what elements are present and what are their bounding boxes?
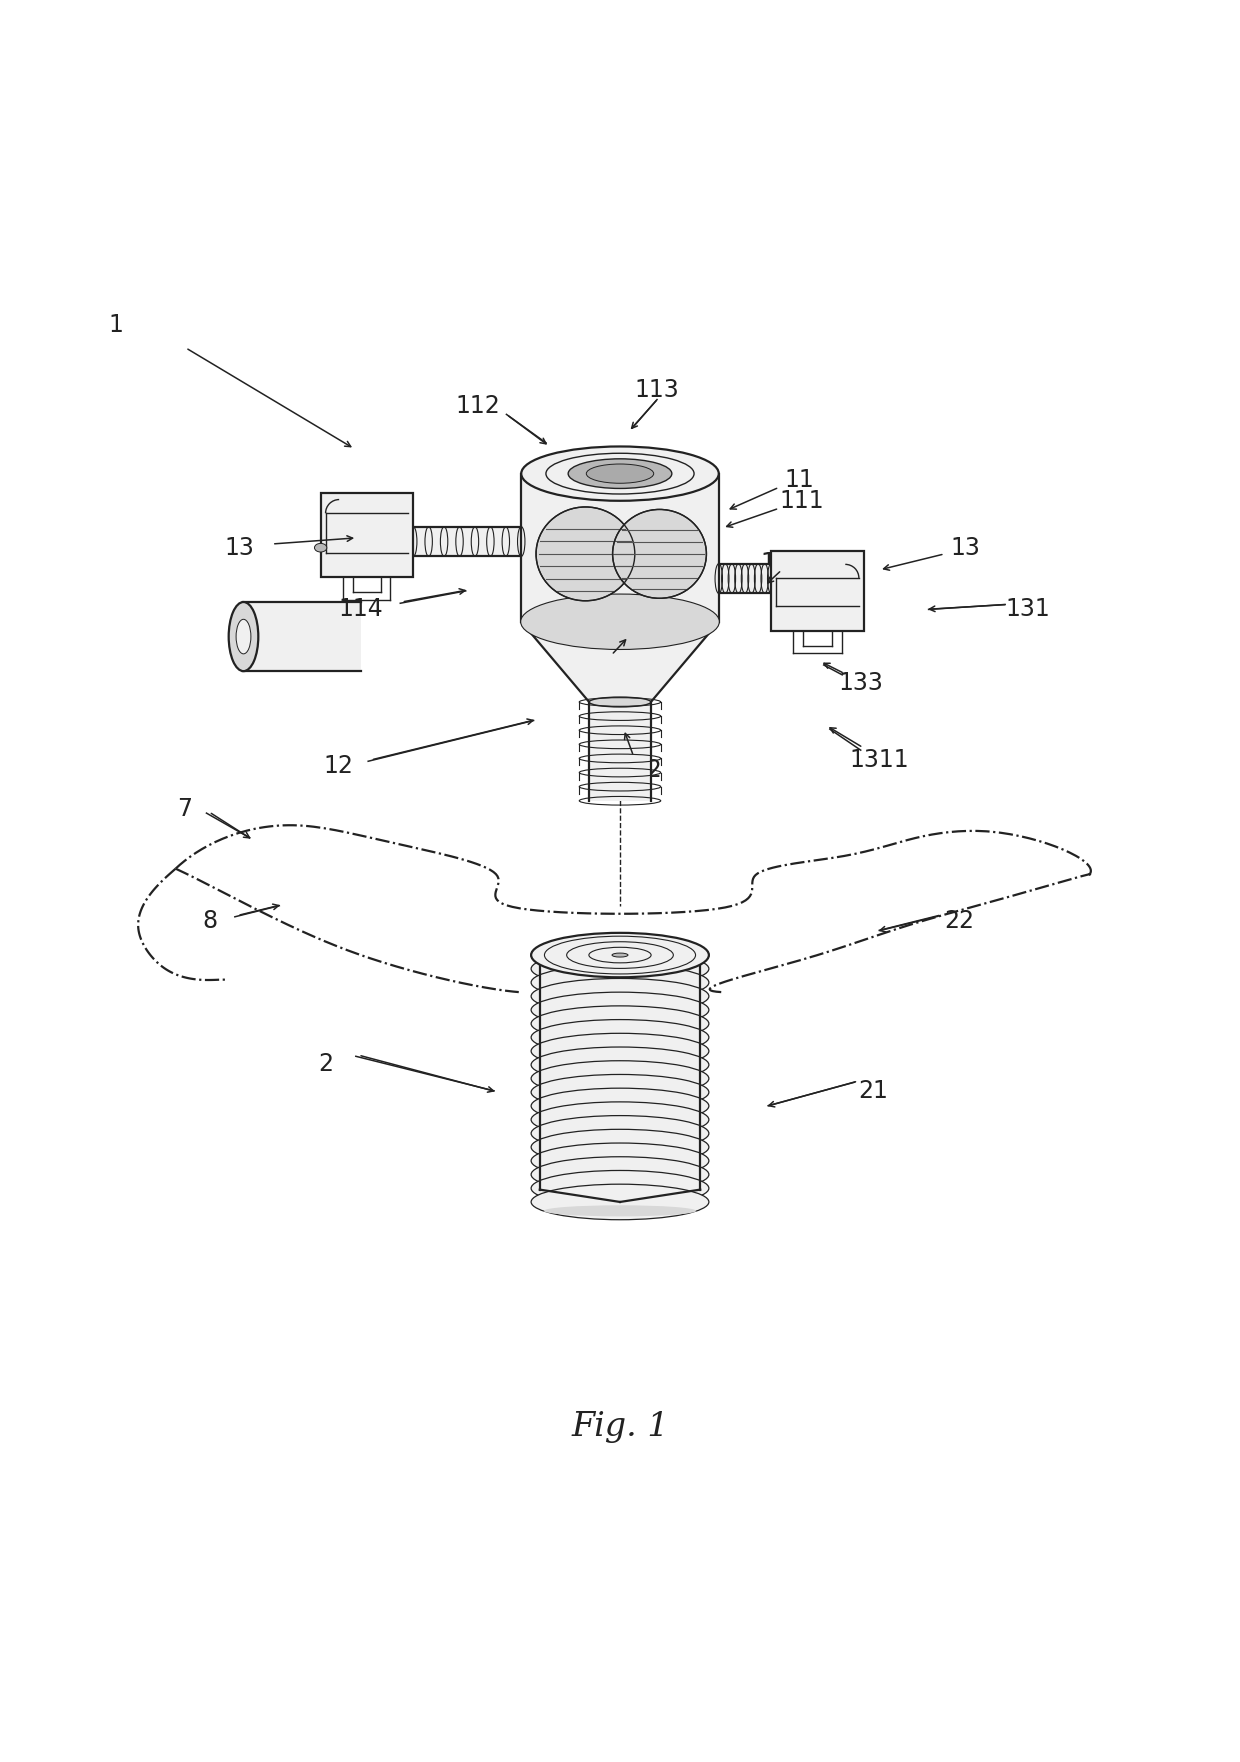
Ellipse shape (531, 1089, 709, 1124)
Polygon shape (539, 955, 701, 1202)
Ellipse shape (544, 1177, 696, 1189)
Ellipse shape (544, 1013, 696, 1024)
Text: 11: 11 (784, 467, 813, 492)
Text: 21: 21 (858, 1078, 888, 1103)
Polygon shape (719, 564, 771, 594)
Ellipse shape (531, 1129, 709, 1165)
Text: 2: 2 (319, 1052, 334, 1075)
Ellipse shape (544, 1122, 696, 1135)
Ellipse shape (544, 973, 696, 983)
Ellipse shape (544, 1054, 696, 1066)
Text: 133: 133 (838, 671, 883, 696)
Ellipse shape (589, 698, 651, 707)
Ellipse shape (544, 1136, 696, 1147)
Ellipse shape (531, 1170, 709, 1205)
Ellipse shape (531, 937, 709, 973)
Text: 112: 112 (455, 393, 501, 418)
Ellipse shape (587, 463, 653, 483)
Ellipse shape (531, 978, 709, 1013)
Ellipse shape (531, 966, 709, 1001)
Ellipse shape (315, 543, 327, 552)
Ellipse shape (544, 1165, 696, 1175)
Ellipse shape (531, 1184, 709, 1219)
Text: 113: 113 (635, 377, 680, 402)
Ellipse shape (613, 509, 707, 599)
Ellipse shape (531, 1101, 709, 1138)
Ellipse shape (544, 1151, 696, 1161)
Ellipse shape (613, 953, 627, 957)
Ellipse shape (544, 1110, 696, 1121)
Polygon shape (243, 603, 361, 671)
Text: 133: 133 (558, 652, 603, 677)
Text: 7: 7 (177, 798, 192, 821)
Text: 12: 12 (324, 754, 353, 779)
Text: 1312: 1312 (603, 758, 662, 782)
Ellipse shape (544, 1096, 696, 1107)
Ellipse shape (531, 1061, 709, 1096)
Ellipse shape (531, 1006, 709, 1041)
Text: 114: 114 (339, 597, 383, 622)
Ellipse shape (531, 1020, 709, 1055)
Ellipse shape (531, 1047, 709, 1082)
Polygon shape (321, 493, 413, 578)
Ellipse shape (531, 951, 709, 987)
Ellipse shape (544, 1041, 696, 1052)
Text: 13: 13 (224, 536, 254, 560)
Ellipse shape (568, 458, 672, 488)
Ellipse shape (544, 1191, 696, 1203)
Ellipse shape (228, 603, 258, 671)
Ellipse shape (544, 1205, 696, 1216)
Text: 1: 1 (109, 314, 124, 338)
Ellipse shape (544, 959, 696, 969)
Ellipse shape (536, 507, 635, 601)
Text: 13: 13 (951, 536, 981, 560)
Ellipse shape (544, 985, 696, 997)
Ellipse shape (531, 1115, 709, 1151)
Ellipse shape (236, 618, 250, 654)
Text: Fig. 1: Fig. 1 (572, 1411, 668, 1443)
Ellipse shape (531, 1156, 709, 1193)
Ellipse shape (531, 992, 709, 1027)
Ellipse shape (544, 999, 696, 1011)
Text: 111: 111 (779, 488, 823, 513)
Text: 22: 22 (945, 909, 975, 932)
Ellipse shape (531, 932, 709, 978)
Ellipse shape (544, 1027, 696, 1038)
Polygon shape (413, 527, 521, 557)
Polygon shape (589, 701, 651, 800)
Ellipse shape (521, 446, 719, 500)
Text: 131: 131 (1004, 597, 1050, 622)
Polygon shape (521, 622, 719, 701)
Polygon shape (771, 552, 864, 631)
Text: 132: 132 (760, 550, 806, 574)
Ellipse shape (531, 1075, 709, 1110)
Text: 8: 8 (202, 909, 218, 932)
Ellipse shape (531, 1144, 709, 1179)
Ellipse shape (544, 1068, 696, 1080)
Text: 1311: 1311 (849, 749, 909, 772)
Ellipse shape (521, 594, 719, 648)
Polygon shape (521, 474, 719, 622)
Ellipse shape (521, 594, 719, 648)
Ellipse shape (531, 1033, 709, 1070)
Ellipse shape (544, 1082, 696, 1092)
